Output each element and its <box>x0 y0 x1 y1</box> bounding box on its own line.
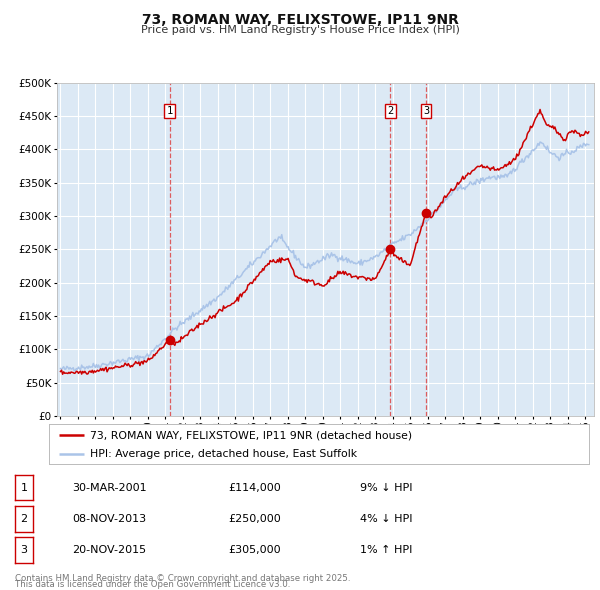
Text: 08-NOV-2013: 08-NOV-2013 <box>72 514 146 524</box>
Text: 20-NOV-2015: 20-NOV-2015 <box>72 545 146 555</box>
Text: 2: 2 <box>20 514 28 524</box>
Text: £305,000: £305,000 <box>228 545 281 555</box>
Text: 1: 1 <box>167 106 173 116</box>
Text: 2: 2 <box>387 106 394 116</box>
Text: 4% ↓ HPI: 4% ↓ HPI <box>360 514 413 524</box>
Text: 1: 1 <box>20 483 28 493</box>
Text: £250,000: £250,000 <box>228 514 281 524</box>
Text: 3: 3 <box>423 106 429 116</box>
Text: 1% ↑ HPI: 1% ↑ HPI <box>360 545 412 555</box>
Text: 3: 3 <box>20 545 28 555</box>
Text: 73, ROMAN WAY, FELIXSTOWE, IP11 9NR (detached house): 73, ROMAN WAY, FELIXSTOWE, IP11 9NR (det… <box>90 431 412 441</box>
Text: This data is licensed under the Open Government Licence v3.0.: This data is licensed under the Open Gov… <box>15 580 290 589</box>
Text: £114,000: £114,000 <box>228 483 281 493</box>
Text: Price paid vs. HM Land Registry's House Price Index (HPI): Price paid vs. HM Land Registry's House … <box>140 25 460 35</box>
Text: 9% ↓ HPI: 9% ↓ HPI <box>360 483 413 493</box>
Text: HPI: Average price, detached house, East Suffolk: HPI: Average price, detached house, East… <box>90 449 357 459</box>
Text: Contains HM Land Registry data © Crown copyright and database right 2025.: Contains HM Land Registry data © Crown c… <box>15 574 350 583</box>
Text: 73, ROMAN WAY, FELIXSTOWE, IP11 9NR: 73, ROMAN WAY, FELIXSTOWE, IP11 9NR <box>142 13 458 27</box>
Text: 30-MAR-2001: 30-MAR-2001 <box>72 483 146 493</box>
